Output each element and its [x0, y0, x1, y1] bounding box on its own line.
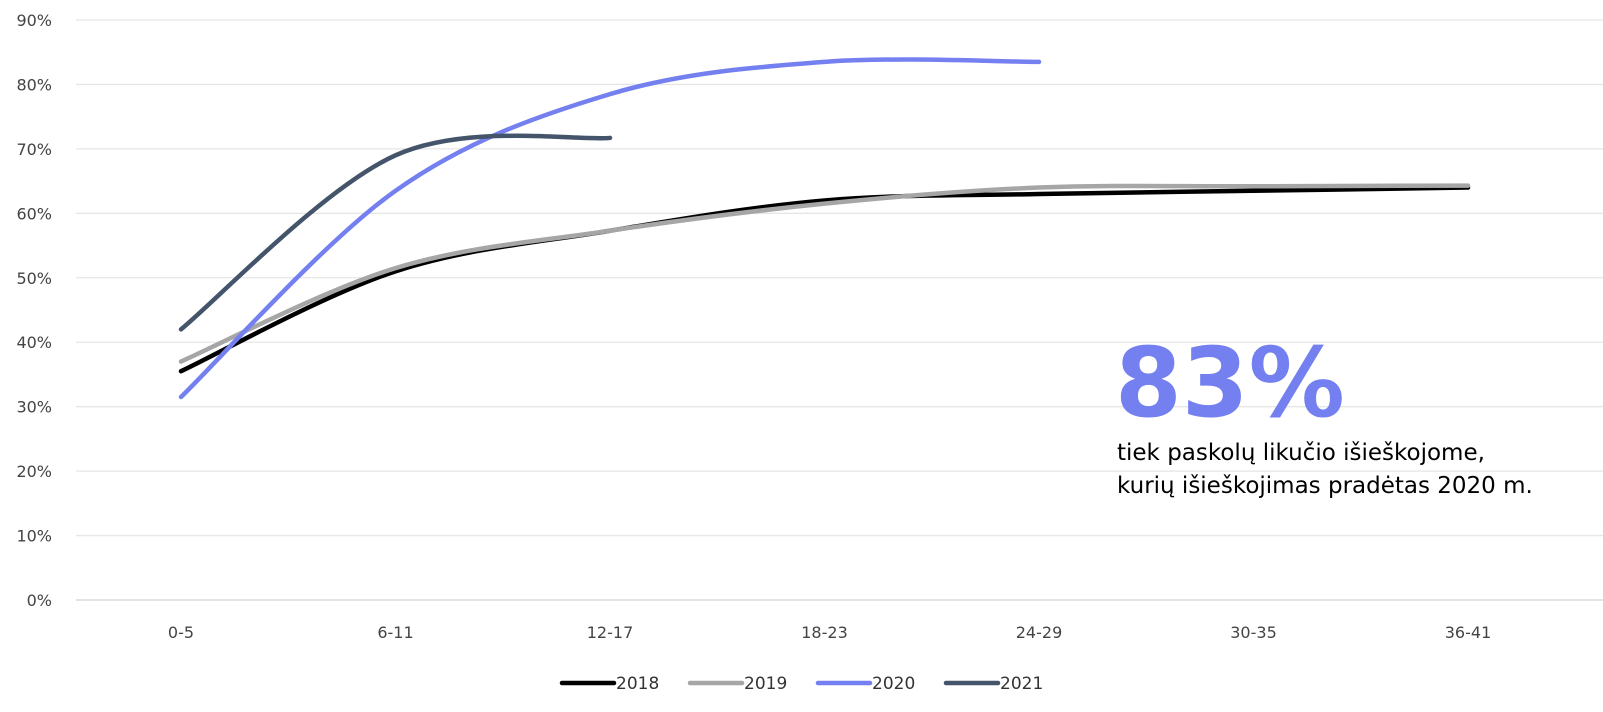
series-line-2018	[178, 185, 1471, 374]
series-lines	[178, 57, 1471, 400]
y-tick-label: 20%	[16, 462, 52, 481]
y-tick-label: 0%	[27, 591, 52, 610]
annotation-value: 83%	[1115, 327, 1345, 439]
legend: 2018 2019 2020 2021	[559, 674, 1043, 694]
x-tick-label: 12-17	[587, 623, 634, 642]
y-tick-label: 30%	[16, 398, 52, 417]
y-tick-label: 80%	[16, 75, 52, 94]
y-tick-label: 40%	[16, 333, 52, 352]
y-tick-label: 60%	[16, 204, 52, 223]
legend-label-2018: 2018	[616, 674, 659, 694]
legend-label-2020: 2020	[872, 674, 915, 694]
x-tick-label: 18-23	[801, 623, 848, 642]
annotation: 83% tiek paskolų likučio išieškojome, ku…	[1115, 327, 1533, 499]
series-line-2019	[178, 183, 1471, 364]
annotation-line-2: kurių išieškojimas pradėtas 2020 m.	[1117, 473, 1533, 499]
y-tick-label: 70%	[16, 140, 52, 159]
series-line-2021	[178, 133, 613, 332]
x-tick-label: 6-11	[377, 623, 413, 642]
legend-label-2019: 2019	[744, 674, 787, 694]
x-axis-ticks: 0-5 6-11 12-17 18-23 24-29 30-35 36-41	[168, 623, 1491, 642]
x-tick-label: 30-35	[1230, 623, 1277, 642]
x-tick-label: 24-29	[1016, 623, 1063, 642]
grid-lines	[76, 19, 1603, 601]
annotation-line-1: tiek paskolų likučio išieškojome,	[1117, 440, 1485, 466]
y-tick-label: 90%	[16, 11, 52, 30]
legend-label-2021: 2021	[1000, 674, 1043, 694]
x-tick-label: 36-41	[1445, 623, 1492, 642]
x-tick-label: 0-5	[168, 623, 194, 642]
series-line-2020	[178, 57, 1042, 400]
y-axis-ticks: 0% 10% 20% 30% 40% 50% 60% 70% 80% 90%	[16, 11, 52, 610]
y-tick-label: 10%	[16, 527, 52, 546]
y-tick-label: 50%	[16, 269, 52, 288]
